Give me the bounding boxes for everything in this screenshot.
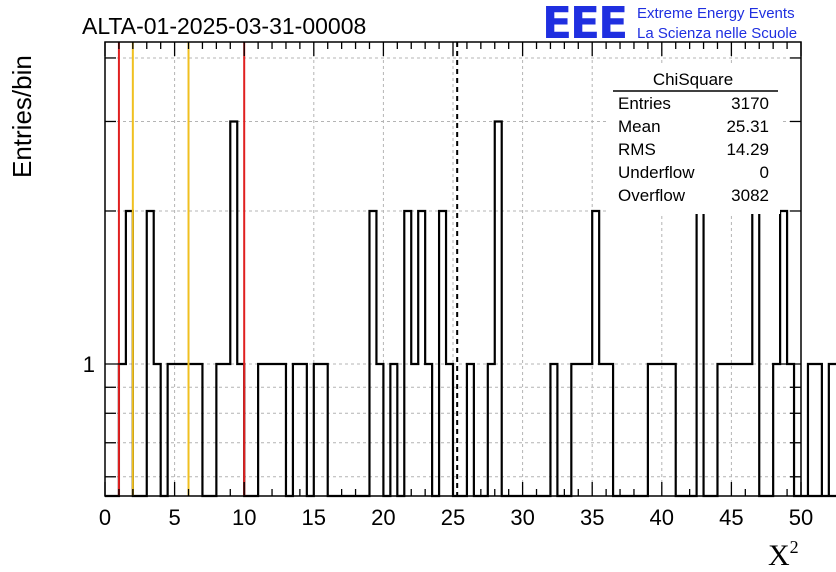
stats-row-label: Mean [618, 117, 661, 136]
logo-line-1: Extreme Energy Events [637, 5, 795, 22]
stats-rows: Entries 3170 Mean 25.31 RMS 14.29 Underflow 0 Ov… [618, 94, 769, 205]
x-tick-label: 25 [441, 505, 465, 530]
x-tick-label: 30 [510, 505, 534, 530]
stats-row-label: RMS [618, 140, 656, 159]
stats-row-label: Entries [618, 94, 671, 113]
x-axis-label-main: X [768, 539, 790, 572]
stats-row-value: 25.31 [726, 117, 769, 136]
x-tick-label: 35 [580, 505, 604, 530]
stats-row-label: Underflow [618, 163, 695, 182]
x-tick-label: 50 [789, 505, 813, 530]
y-tick-label: 1 [83, 352, 95, 377]
x-axis-label: X2 [768, 537, 799, 572]
stats-box: ChiSquare Entries 3170 Mean 25.31 RMS 14.29 Un… [608, 66, 780, 214]
chart-title: ALTA-01-2025-03-31-00008 [82, 13, 366, 39]
reference-lines [117, 42, 459, 496]
x-tick-label: 45 [719, 505, 743, 530]
y-axis-label: Entries/bin [7, 55, 37, 178]
logo-line-2: La Scienza nelle Scuole [637, 25, 797, 42]
x-tick-label: 5 [168, 505, 180, 530]
axes: 0 5 10 15 20 25 30 35 40 45 50 1 [83, 41, 813, 530]
stats-row-value: 3082 [731, 186, 769, 205]
stats-row-label: Overflow [618, 186, 686, 205]
x-tick-label: 15 [302, 505, 326, 530]
stats-row-value: 14.29 [726, 140, 769, 159]
stats-row-value: 0 [760, 163, 769, 182]
x-axis-label-superscript: 2 [790, 537, 799, 557]
stats-row-value: 3170 [731, 94, 769, 113]
x-tick-label: 40 [650, 505, 674, 530]
x-tick-label: 0 [99, 505, 111, 530]
x-tick-label: 10 [232, 505, 256, 530]
logo-mark: EEE [542, 0, 626, 49]
logo: EEE Extreme Energy Events La Scienza nel… [542, 0, 797, 49]
x-tick-label: 20 [371, 505, 395, 530]
stats-title: ChiSquare [653, 70, 733, 89]
